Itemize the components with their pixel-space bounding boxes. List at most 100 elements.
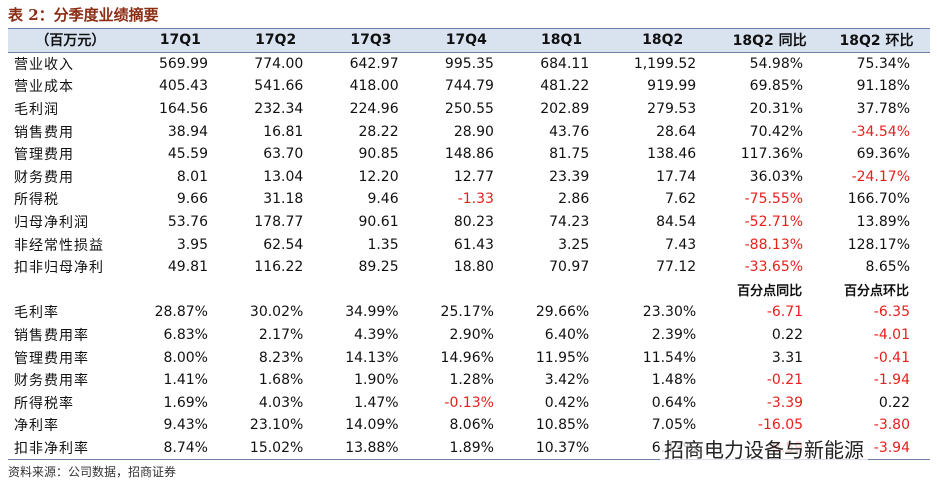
value-cell: 23.30% xyxy=(642,304,697,321)
value-cell: 43.76 xyxy=(549,123,590,140)
value-cell: 13.88% xyxy=(345,439,399,456)
value-cell: -52.71% xyxy=(744,214,804,231)
value-cell: 13.89% xyxy=(856,214,910,231)
row-label: 营业收入 xyxy=(14,56,74,73)
value-cell: 164.56 xyxy=(158,101,208,118)
header-cell: 17Q4 xyxy=(418,28,514,53)
value-cell: 9.66 xyxy=(176,191,208,208)
row-label: 财务费用 xyxy=(14,169,74,186)
value-cell: 541.66 xyxy=(254,78,304,95)
value-cell: 6.40% xyxy=(544,327,590,344)
header-cell: 17Q3 xyxy=(323,28,419,53)
value-cell: 166.70% xyxy=(847,191,910,208)
value-cell: 25.17% xyxy=(440,304,494,321)
value-cell: 9.43% xyxy=(163,417,208,434)
value-cell: 4.39% xyxy=(354,327,399,344)
subheader-cell: 百分点同比 xyxy=(737,284,803,300)
value-cell: 36.03% xyxy=(749,168,804,185)
value-cell: 8.74% xyxy=(163,439,208,456)
header-cell: 18Q2 同比 xyxy=(716,28,824,53)
value-cell: 28.87% xyxy=(154,304,208,321)
value-cell: 8.01 xyxy=(176,168,208,185)
table-row: 净利率 9.43% 23.10% 14.09% 8.06% 10.85% 7.05% -16.… xyxy=(8,414,930,437)
value-cell: -6.71 xyxy=(766,304,804,321)
value-cell: 8.00% xyxy=(163,349,208,366)
value-cell: -3.80 xyxy=(873,417,910,434)
value-cell: 11.54% xyxy=(642,349,697,366)
value-cell: -6.35 xyxy=(873,304,910,321)
value-cell: 0.22 xyxy=(771,327,804,344)
row-label: 净利率 xyxy=(14,418,59,435)
value-cell: 481.22 xyxy=(540,78,590,95)
empty-cell xyxy=(8,279,133,302)
value-cell: 774.00 xyxy=(254,55,304,72)
value-cell: 1.41% xyxy=(163,372,208,389)
value-cell: 90.61 xyxy=(358,214,399,231)
value-cell: 15.02% xyxy=(249,439,304,456)
value-cell: 418.00 xyxy=(349,78,399,95)
row-label: 营业成本 xyxy=(14,79,74,96)
value-cell: 202.89 xyxy=(540,101,590,118)
value-cell: 684.11 xyxy=(540,55,590,72)
value-cell: 10.85% xyxy=(535,417,590,434)
table-row: 财务费用 8.01 13.04 12.20 12.77 23.39 17.74 36.03% -… xyxy=(8,166,930,189)
table-row: 毛利润 164.56 232.34 224.96 250.55 202.89 279.53 2… xyxy=(8,98,930,121)
value-cell: 14.13% xyxy=(345,349,399,366)
value-cell: -3.94 xyxy=(873,439,910,456)
header-cell: 18Q1 xyxy=(513,28,610,53)
value-cell: 1.35 xyxy=(367,236,399,253)
value-cell: 7.62 xyxy=(665,191,697,208)
value-cell: 28.22 xyxy=(358,123,399,140)
value-cell: 70.97 xyxy=(549,259,590,276)
row-label: 财务费用率 xyxy=(14,373,89,390)
value-cell: -33.65% xyxy=(744,259,804,276)
value-cell: -0.21 xyxy=(766,372,804,389)
value-cell: 11.95% xyxy=(535,349,590,366)
row-label: 销售费用率 xyxy=(14,328,89,345)
value-cell: -4.01 xyxy=(873,327,910,344)
table-row: 财务费用率 1.41% 1.68% 1.90% 1.28% 3.42% 1.48% -0.21… xyxy=(8,369,930,392)
value-cell: 224.96 xyxy=(349,101,399,118)
value-cell: 62.54 xyxy=(263,236,304,253)
value-cell: 148.86 xyxy=(444,146,494,163)
value-cell: 91.18% xyxy=(856,78,910,95)
value-cell: -3.39 xyxy=(766,394,804,411)
value-cell: 3.25 xyxy=(558,236,590,253)
value-cell: 31.18 xyxy=(263,191,304,208)
value-cell: 28.90 xyxy=(453,123,494,140)
table-row: 销售费用率 6.83% 2.17% 4.39% 2.90% 6.40% 2.39% 0.22 -… xyxy=(8,324,930,347)
header-cell: （百万元） xyxy=(8,28,133,53)
value-cell: 37.78% xyxy=(856,101,910,118)
row-label: 归母净利润 xyxy=(14,215,89,232)
table-row: 管理费用 45.59 63.70 90.85 148.86 81.75 138.46 117.… xyxy=(8,143,930,166)
empty-cell xyxy=(323,279,418,302)
value-cell: 178.77 xyxy=(254,214,304,231)
value-cell: 1.28% xyxy=(449,372,494,389)
watermark: 招商电力设备与新能源 xyxy=(660,434,868,463)
value-cell: 2.17% xyxy=(258,327,304,344)
value-cell: 63.70 xyxy=(263,146,304,163)
value-cell: -88.13% xyxy=(744,236,804,253)
table-row: 扣非归母净利 49.81 116.22 89.25 18.80 70.97 77.12 -33… xyxy=(8,256,930,279)
value-cell: -34.54% xyxy=(851,123,910,140)
value-cell: 1.89% xyxy=(449,439,494,456)
value-cell: 69.85% xyxy=(749,78,804,95)
header-cell: 17Q2 xyxy=(227,28,324,53)
value-cell: 0.64% xyxy=(651,394,697,411)
value-cell: -0.13% xyxy=(444,394,494,411)
value-cell: 1.47% xyxy=(354,394,399,411)
value-cell: 38.94 xyxy=(167,123,208,140)
value-cell: 3.42% xyxy=(544,372,590,389)
row-label: 毛利润 xyxy=(14,102,59,119)
value-cell: -0.41 xyxy=(873,349,910,366)
value-cell: 1.90% xyxy=(354,372,399,389)
value-cell: 2.86 xyxy=(558,191,590,208)
value-cell: 4.03% xyxy=(258,394,304,411)
row-label: 所得税 xyxy=(14,192,59,209)
value-cell: 70.42% xyxy=(749,123,804,140)
value-cell: 8.23% xyxy=(258,349,304,366)
value-cell: 77.12 xyxy=(656,259,697,276)
value-cell: 14.09% xyxy=(345,417,399,434)
header-cell: 18Q2 xyxy=(609,28,717,53)
